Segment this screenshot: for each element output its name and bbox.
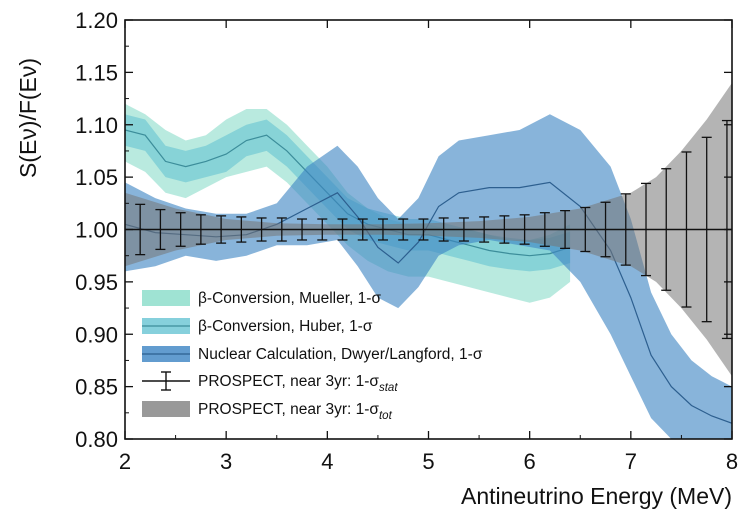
errorbar xyxy=(297,218,308,241)
errorbar xyxy=(357,218,368,241)
errorbar xyxy=(216,215,227,244)
legend-label: PROSPECT, near 3yr: 1-σtot xyxy=(198,401,393,422)
errorbar xyxy=(175,212,186,247)
x-axis: 2 3 4 5 6 7 8 xyxy=(119,20,738,474)
errorbar xyxy=(398,218,409,241)
y-tick-label: 0.80 xyxy=(75,427,118,452)
errorbar xyxy=(580,206,591,253)
errorbar xyxy=(519,214,530,245)
legend-label: β-Conversion, Huber, 1-σ xyxy=(198,318,373,335)
legend-label: Nuclear Calculation, Dwyer/Langford, 1-σ xyxy=(198,346,483,363)
legend-label: PROSPECT, near 3yr: 1-σstat xyxy=(198,373,398,394)
legend: β-Conversion, Mueller, 1-σ β-Conversion, … xyxy=(142,290,483,422)
legend-item: PROSPECT, near 3yr: 1-σtot xyxy=(142,401,393,422)
y-tick-label: 0.90 xyxy=(75,322,118,347)
y-axis-label: S(Eν)/F(Eν) xyxy=(15,58,41,178)
errorbars-layer xyxy=(135,119,732,340)
legend-item: PROSPECT, near 3yr: 1-σstat xyxy=(142,371,398,394)
legend-swatch xyxy=(142,290,190,306)
y-tick-label: 0.85 xyxy=(75,375,118,400)
y-axis: 0.80 0.85 0.90 0.95 1.00 1.05 1.10 1.15 1.20 xyxy=(75,8,732,452)
band-dwyer xyxy=(125,114,732,439)
x-tick-label: 7 xyxy=(625,449,637,474)
errorbar xyxy=(135,203,146,256)
errorbar xyxy=(418,218,429,241)
errorbar xyxy=(155,208,166,251)
x-axis-label: Antineutrino Energy (MeV) xyxy=(461,483,732,509)
errorbar xyxy=(337,218,348,241)
x-tick-label: 5 xyxy=(422,449,434,474)
errorbar xyxy=(256,217,267,242)
legend-item: β-Conversion, Mueller, 1-σ xyxy=(142,290,381,307)
x-tick-label: 2 xyxy=(119,449,131,474)
errorbar xyxy=(317,218,328,241)
errorbar xyxy=(499,215,510,244)
errorbar xyxy=(377,218,388,241)
errorbar xyxy=(195,214,206,245)
errorbar xyxy=(236,216,247,243)
y-tick-label: 1.05 xyxy=(75,165,118,190)
errorbar xyxy=(276,217,287,242)
y-tick-label: 1.15 xyxy=(75,60,118,85)
legend-label: β-Conversion, Mueller, 1-σ xyxy=(198,290,381,307)
errorbar xyxy=(539,212,550,247)
errorbar xyxy=(479,216,490,243)
errorbar xyxy=(701,136,712,323)
errorbar xyxy=(620,193,631,266)
errorbar xyxy=(458,217,469,242)
legend-item: β-Conversion, Huber, 1-σ xyxy=(142,318,373,335)
x-tick-label: 8 xyxy=(726,449,738,474)
y-tick-label: 1.00 xyxy=(75,218,118,243)
y-tick-label: 1.10 xyxy=(75,113,118,138)
errorbar xyxy=(641,182,652,277)
y-tick-label: 0.95 xyxy=(75,270,118,295)
x-tick-label: 4 xyxy=(321,449,333,474)
x-tick-label: 6 xyxy=(524,449,536,474)
legend-item: Nuclear Calculation, Dwyer/Langford, 1-σ xyxy=(142,346,483,363)
errorbar xyxy=(560,209,571,250)
errorbar xyxy=(661,168,672,291)
legend-swatch xyxy=(142,401,190,417)
errorbar xyxy=(600,201,611,258)
errorbar xyxy=(438,217,449,242)
x-tick-label: 3 xyxy=(220,449,232,474)
errorbar xyxy=(681,151,692,308)
y-tick-label: 1.20 xyxy=(75,8,118,33)
